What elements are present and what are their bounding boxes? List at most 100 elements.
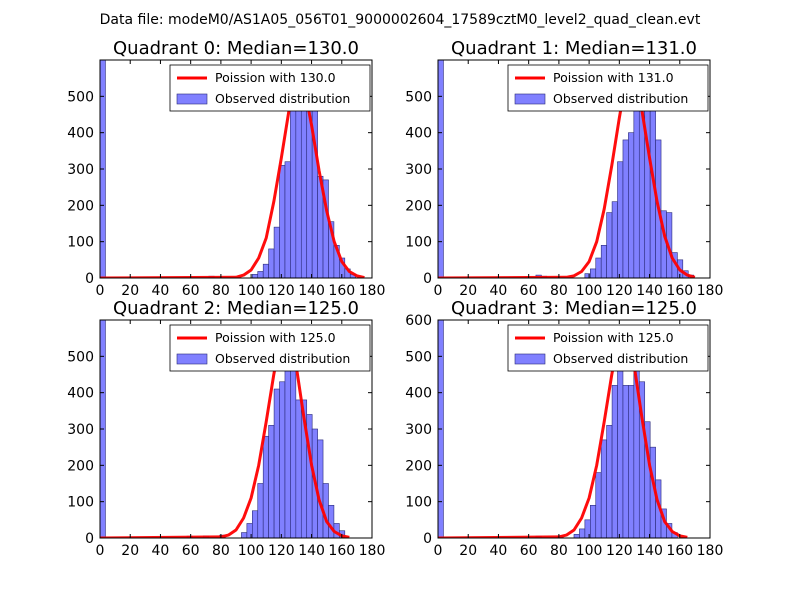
x-tick-label: 0 [96,283,105,299]
legend-observed-swatch [176,93,208,105]
histogram-bar [257,271,264,278]
x-tick-label: 60 [182,283,200,299]
x-tick-label: 40 [490,283,508,299]
y-tick-label: 400 [405,126,432,142]
x-tick-label: 140 [298,543,325,559]
histogram-bar [279,381,286,538]
histogram-bar [611,201,618,278]
legend-observed-swatch [514,353,546,365]
x-tick-label: 0 [434,543,443,559]
y-tick-label: 0 [423,531,432,547]
x-tick-label: 160 [328,283,355,299]
histogram-bar [252,510,259,538]
legend-poisson-label: Poission with 130.0 [215,70,336,85]
histogram-bar [617,366,624,538]
subplot-title: Quadrant 1: Median=131.0 [451,38,697,59]
histogram-bar [290,359,297,538]
y-tick-label: 300 [67,162,94,178]
x-tick-label: 80 [212,543,230,559]
histogram-bar [268,425,275,538]
y-tick-label: 500 [405,89,432,105]
y-tick-label: 100 [67,495,94,511]
histogram-bar [611,385,618,538]
subplot-2: Quadrant 2: Median=125.00 20 40 60 80 100 120 1… [67,298,385,559]
x-tick-label: 40 [152,543,170,559]
histogram-bar [628,132,635,278]
legend-poisson-label: Poission with 125.0 [553,330,674,345]
y-tick-label: 0 [423,271,432,287]
x-tick-label: 160 [666,543,693,559]
subplot-title: Quadrant 0: Median=130.0 [113,38,359,59]
y-tick-label: 400 [405,386,432,402]
y-tick-label: 300 [405,162,432,178]
x-tick-label: 100 [238,543,265,559]
histogram-bar [600,245,607,278]
x-tick-label: 20 [459,543,477,559]
x-tick-label: 0 [96,543,105,559]
legend-observed-label: Observed distribution [553,91,688,106]
x-tick-label: 100 [238,283,265,299]
figure-suptitle: Data file: modeM0/AS1A05_056T01_90000026… [100,12,701,28]
legend-observed-label: Observed distribution [215,91,350,106]
histogram-bar [600,439,607,538]
histogram-bar [595,257,602,278]
subplot-3: Quadrant 3: Median=125.00 20 40 60 80 100 120 1… [405,298,723,559]
x-tick-label: 140 [636,283,663,299]
x-tick-label: 120 [606,283,633,299]
histogram-bar [284,161,291,278]
x-tick-label: 180 [359,543,386,559]
y-tick-label: 200 [67,198,94,214]
histogram-bar [262,435,269,538]
x-tick-label: 180 [697,283,724,299]
histogram-bar [268,248,275,278]
legend: Poission with 125.0 Observed distribution [169,324,371,372]
x-tick-label: 60 [520,543,538,559]
x-tick-label: 120 [268,283,295,299]
subplot-title: Quadrant 2: Median=125.0 [113,298,359,319]
histogram-bar [628,385,635,538]
histogram-bar [317,439,324,538]
histogram-bar [595,472,602,538]
histogram-bar [284,348,291,538]
legend-observed-swatch [514,93,546,105]
legend-poisson-label: Poission with 131.0 [553,70,674,85]
x-tick-label: 100 [576,543,603,559]
y-tick-label: 500 [67,349,94,365]
legend-observed-swatch [176,353,208,365]
x-tick-label: 20 [459,283,477,299]
x-tick-label: 20 [121,283,139,299]
legend-observed-label: Observed distribution [553,351,688,366]
legend-poisson-label: Poission with 125.0 [215,330,336,345]
histogram-bar [290,88,297,278]
histogram-bar [252,274,259,278]
x-tick-label: 120 [606,543,633,559]
legend: Poission with 130.0 Observed distribution [169,64,371,112]
x-tick-label: 140 [298,283,325,299]
y-tick-label: 100 [67,235,94,251]
y-tick-label: 0 [85,271,94,287]
y-tick-label: 500 [67,89,94,105]
subplot-0: Quadrant 0: Median=130.00 20 40 60 80 100 120 1… [67,38,385,299]
x-tick-label: 140 [636,543,663,559]
x-tick-label: 60 [182,543,200,559]
legend-observed-label: Observed distribution [215,351,350,366]
y-tick-label: 400 [67,386,94,402]
x-tick-label: 0 [434,283,443,299]
legend: Poission with 131.0 Observed distribution [507,64,709,112]
x-tick-label: 40 [490,543,508,559]
histogram-bar [273,226,280,278]
x-tick-label: 160 [328,543,355,559]
histogram-bar [633,86,640,278]
histogram-bar [579,528,586,538]
x-tick-label: 40 [152,283,170,299]
x-tick-label: 100 [576,283,603,299]
histogram-bar [590,504,597,538]
y-tick-label: 300 [67,422,94,438]
histogram-bar [622,385,629,538]
y-tick-label: 100 [405,495,432,511]
histogram-bar [573,534,580,538]
x-tick-label: 20 [121,543,139,559]
x-tick-label: 80 [550,283,568,299]
histogram-bar [606,212,613,278]
